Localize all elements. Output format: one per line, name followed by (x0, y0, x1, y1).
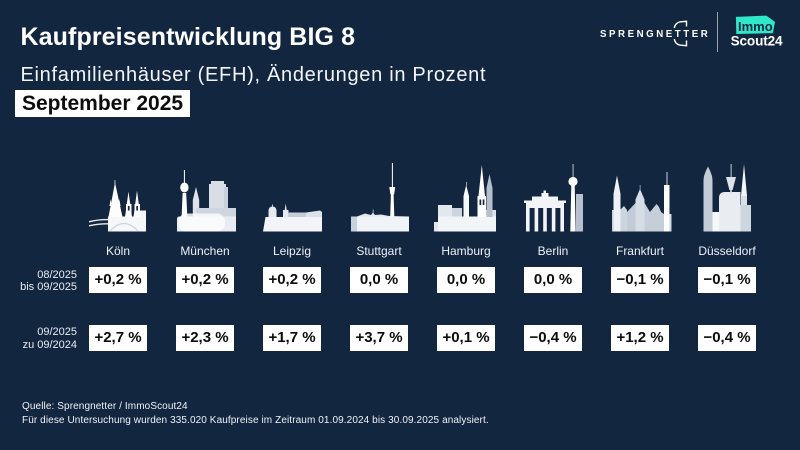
svg-text:Scout24: Scout24 (731, 34, 783, 49)
svg-text:Immo: Immo (738, 19, 773, 34)
